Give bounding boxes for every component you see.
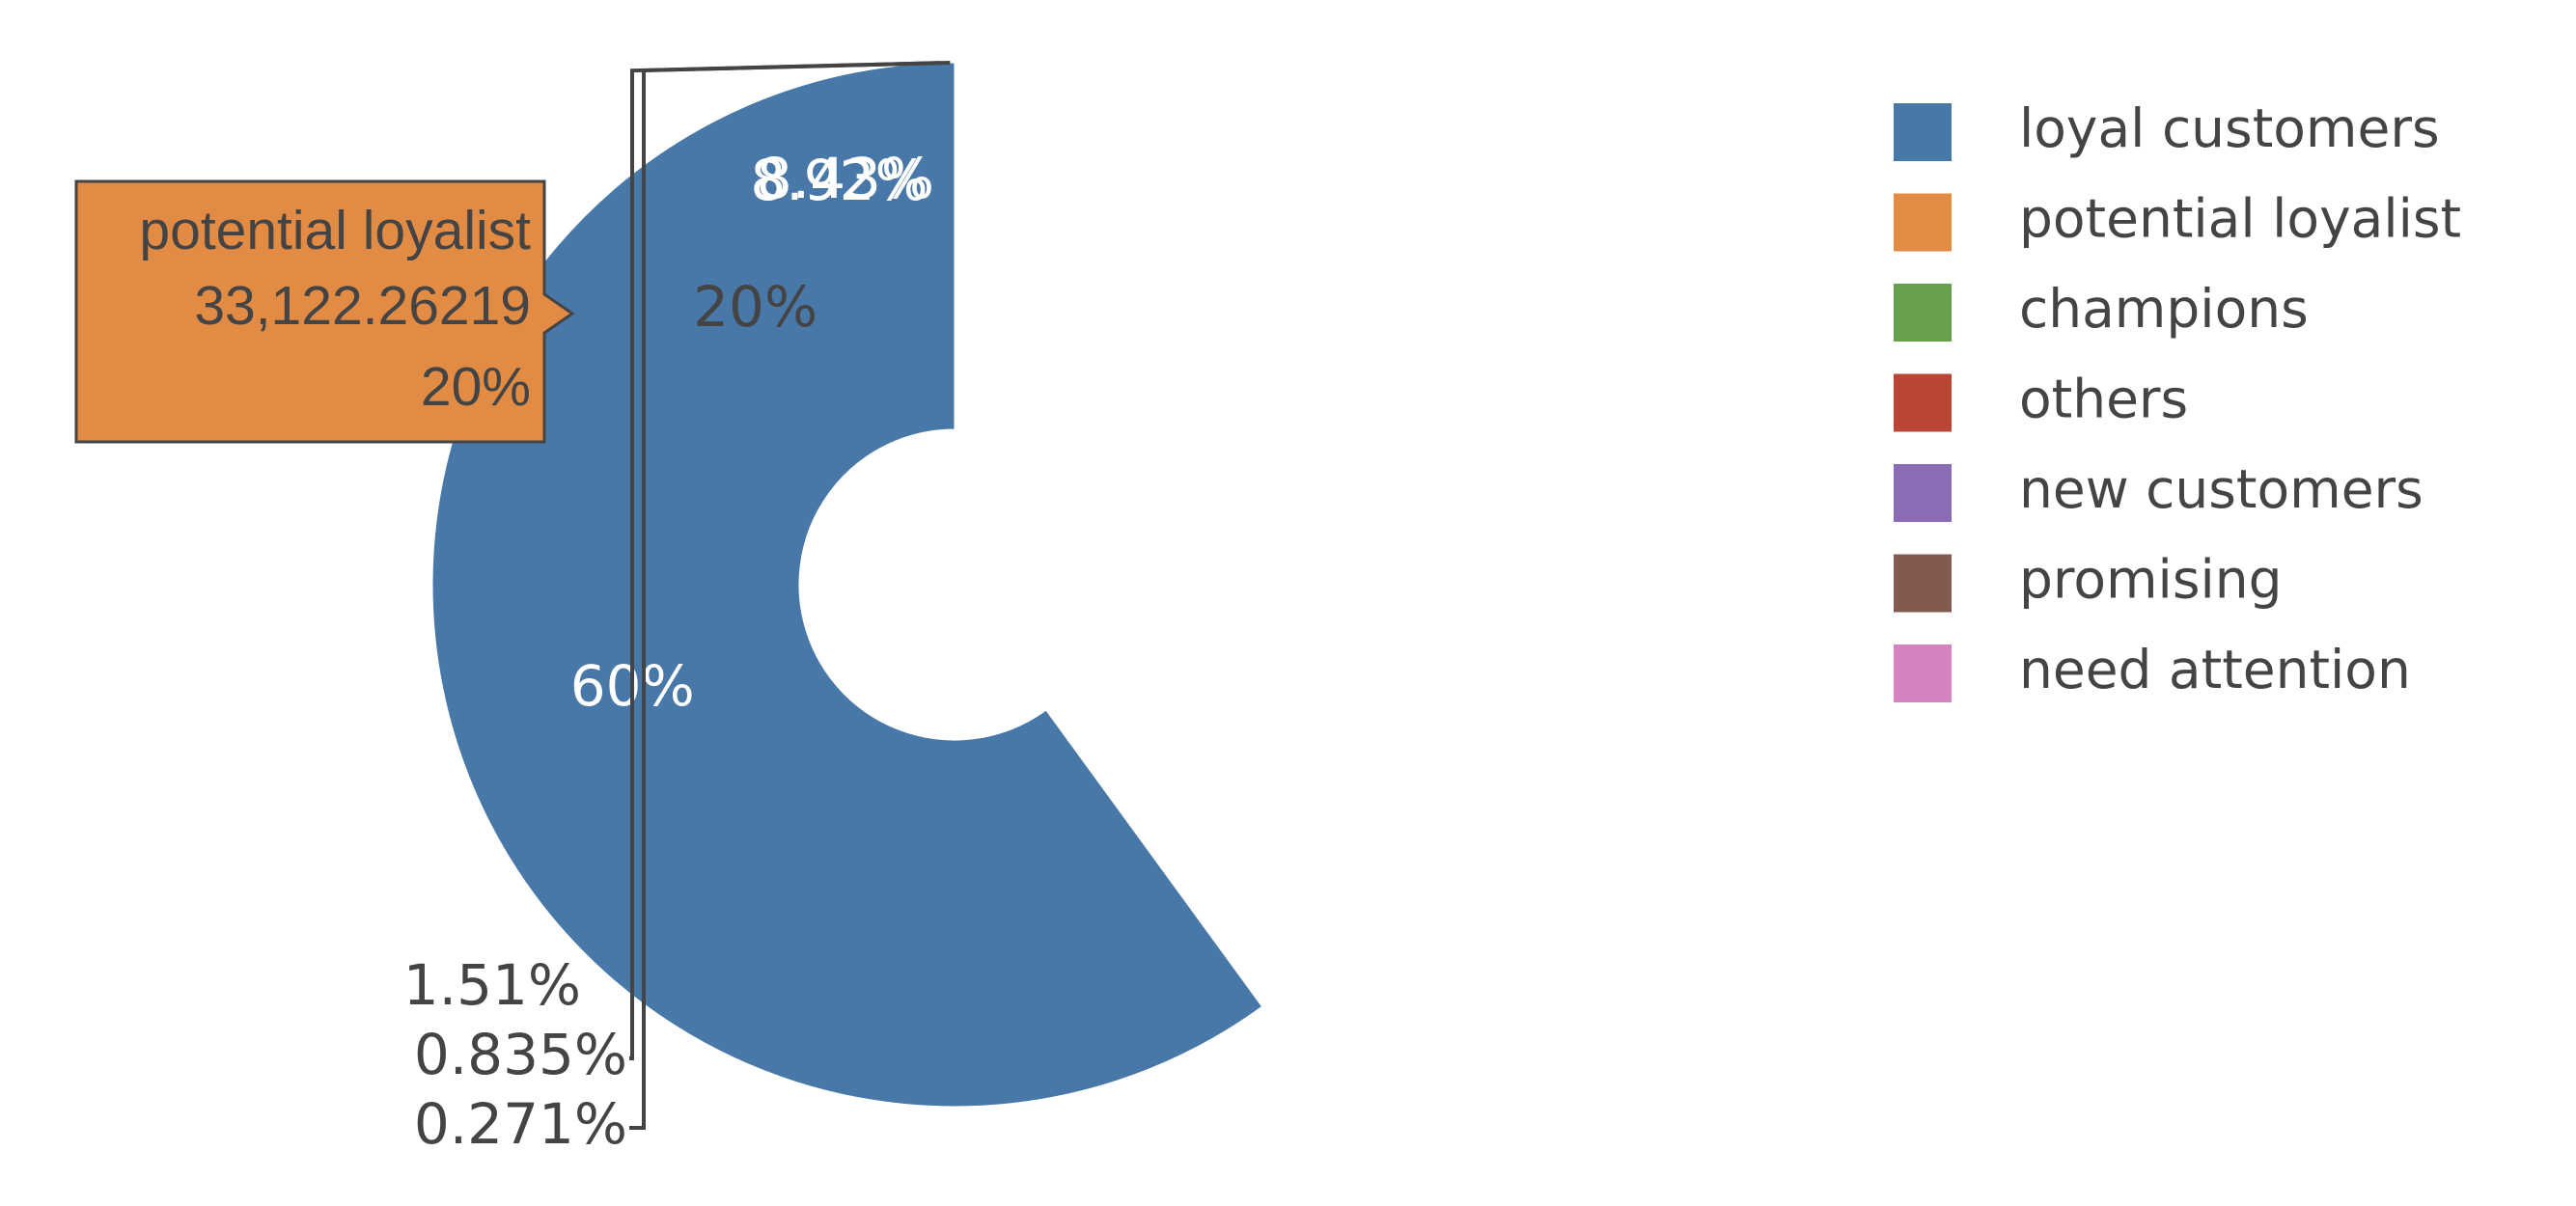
value-label: 8.92% <box>750 148 928 213</box>
value-label: 8.43% <box>757 146 934 211</box>
legend-label: new customers <box>2019 458 2424 520</box>
legend-swatch <box>1894 554 1952 613</box>
legend-label: promising <box>2019 549 2283 611</box>
slice <box>431 62 1263 1108</box>
hover-tooltip: potential loyalist 33,122.26219 20% <box>74 179 575 444</box>
tooltip-percent: 20% <box>421 356 531 418</box>
legend: loyal customers potential loyalist champio… <box>1894 97 2461 702</box>
value-label: 1.51% <box>403 952 581 1018</box>
leader-line <box>629 61 951 1130</box>
tooltip-box <box>74 179 575 444</box>
legend-swatch <box>1894 284 1952 342</box>
value-label: 20% <box>693 274 817 340</box>
value-label: 0.271% <box>414 1091 627 1157</box>
value-label: 0.835% <box>414 1022 627 1087</box>
legend-swatch <box>1894 103 1952 161</box>
legend-swatch <box>1894 644 1952 702</box>
labels: 20%8.92%8.43%60%1.51%0.835%0.271% <box>403 61 951 1157</box>
legend-swatch <box>1894 373 1952 432</box>
legend-swatch <box>1894 464 1952 522</box>
tooltip-name: potential loyalist <box>139 200 531 261</box>
legend-label: need attention <box>2019 639 2411 700</box>
legend-label: others <box>2019 369 2188 430</box>
tooltip-value: 33,122.26219 <box>194 275 531 337</box>
legend-label: loyal customers <box>2019 97 2440 159</box>
legend-label: potential loyalist <box>2019 188 2461 250</box>
slices <box>431 62 1263 1108</box>
legend-label: champions <box>2019 278 2309 340</box>
legend-swatch <box>1894 193 1952 252</box>
